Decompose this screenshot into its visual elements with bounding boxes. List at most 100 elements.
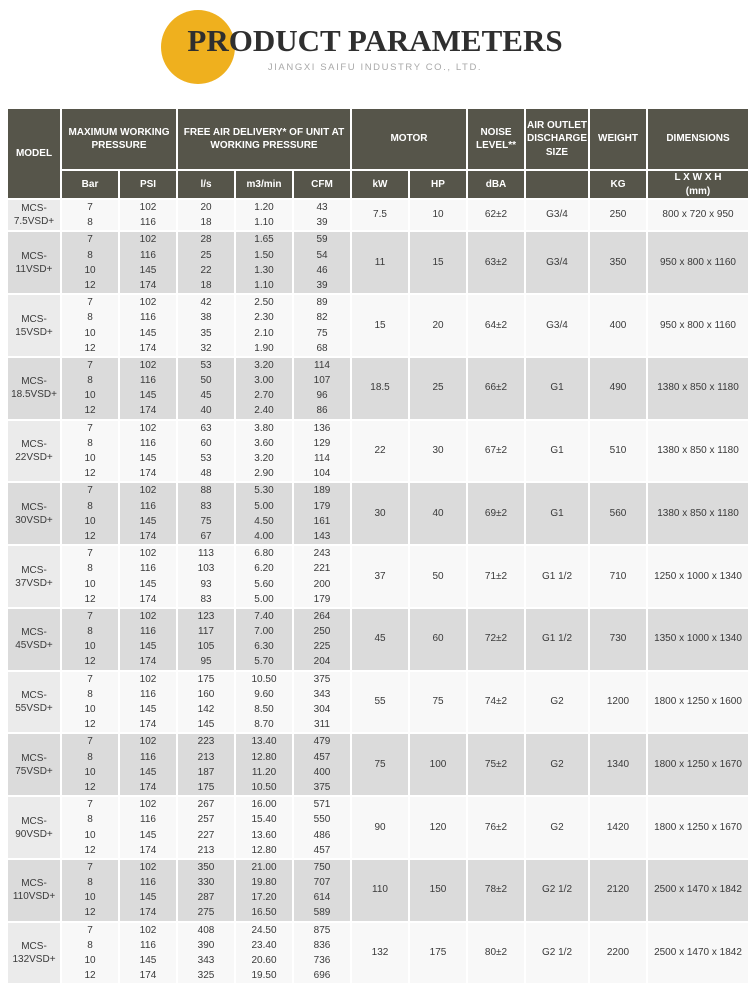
kg-cell: 1340 bbox=[590, 734, 646, 796]
dba-cell: 67±2 bbox=[468, 420, 524, 482]
bar-values: 7 8 10 12 bbox=[62, 734, 118, 796]
unit-psi: PSI bbox=[120, 171, 176, 198]
m3min-values: 7.40 7.00 6.30 5.70 bbox=[236, 608, 292, 670]
col-header-noise-level: NOISE LEVEL** bbox=[468, 109, 524, 169]
dba-cell: 80±2 bbox=[468, 922, 524, 984]
model-cell: MCS- 37VSD+ bbox=[8, 546, 60, 607]
ls-values: 42 38 35 32 bbox=[178, 295, 234, 356]
model-cell: MCS- 30VSD+ bbox=[8, 483, 60, 545]
dba-cell: 66±2 bbox=[468, 357, 524, 419]
table-row: MCS- 55VSD+ 7 8 10 12 102 116 145 174 175 160 142 145… bbox=[8, 671, 748, 733]
unit-kw: kW bbox=[352, 171, 408, 198]
unit-dba: dBA bbox=[468, 171, 524, 198]
kw-cell: 45 bbox=[352, 608, 408, 670]
dim-cell: 1380 x 850 x 1180 bbox=[648, 357, 748, 419]
m3min-values: 13.40 12.80 11.20 10.50 bbox=[236, 734, 292, 796]
table-body: MCS- 7.5VSD+ 7 8 102 116 20 18 1.20 1.10 43 39 7.5 10… bbox=[8, 200, 748, 984]
psi-values: 102 116 145 174 bbox=[120, 671, 176, 733]
dim-cell: 1350 x 1000 x 1340 bbox=[648, 608, 748, 670]
bar-values: 7 8 10 12 bbox=[62, 797, 118, 858]
cfm-values: 479 457 400 375 bbox=[294, 734, 350, 796]
cfm-values: 264 250 225 204 bbox=[294, 608, 350, 670]
m3min-values: 2.50 2.30 2.10 1.90 bbox=[236, 295, 292, 356]
cfm-values: 375 343 304 311 bbox=[294, 671, 350, 733]
m3min-values: 16.00 15.40 13.60 12.80 bbox=[236, 797, 292, 858]
unit-kg: KG bbox=[590, 171, 646, 198]
dim-cell: 1800 x 1250 x 1670 bbox=[648, 797, 748, 858]
kg-cell: 510 bbox=[590, 420, 646, 482]
kg-cell: 710 bbox=[590, 546, 646, 607]
hp-cell: 150 bbox=[410, 859, 466, 921]
col-header-motor: MOTOR bbox=[352, 109, 466, 169]
outlet-cell: G2 1/2 bbox=[526, 922, 588, 984]
kw-cell: 11 bbox=[352, 232, 408, 294]
table-row: MCS- 11VSD+ 7 8 10 12 102 116 145 174 28 25 22 18 1.65… bbox=[8, 232, 748, 294]
psi-values: 102 116 145 174 bbox=[120, 483, 176, 545]
outlet-cell: G2 1/2 bbox=[526, 859, 588, 921]
ls-values: 408 390 343 325 bbox=[178, 922, 234, 984]
model-cell: MCS- 18.5VSD+ bbox=[8, 357, 60, 419]
table-row: MCS- 110VSD+ 7 8 10 12 102 116 145 174 350 330 287 27… bbox=[8, 859, 748, 921]
hp-cell: 15 bbox=[410, 232, 466, 294]
kw-cell: 18.5 bbox=[352, 357, 408, 419]
dim-cell: 950 x 800 x 1160 bbox=[648, 295, 748, 356]
table-row: MCS- 18.5VSD+ 7 8 10 12 102 116 145 174 53 50 45 40 3.… bbox=[8, 357, 748, 419]
ls-values: 53 50 45 40 bbox=[178, 357, 234, 419]
outlet-cell: G3/4 bbox=[526, 200, 588, 231]
bar-values: 7 8 10 12 bbox=[62, 546, 118, 607]
hp-cell: 60 bbox=[410, 608, 466, 670]
kw-cell: 30 bbox=[352, 483, 408, 545]
psi-values: 102 116 145 174 bbox=[120, 859, 176, 921]
table-row: MCS- 90VSD+ 7 8 10 12 102 116 145 174 267 257 227 213… bbox=[8, 797, 748, 858]
col-header-air-outlet: AIR OUTLET DISCHARGE SIZE bbox=[526, 109, 588, 169]
cfm-values: 243 221 200 179 bbox=[294, 546, 350, 607]
hp-cell: 175 bbox=[410, 922, 466, 984]
ls-values: 123 117 105 95 bbox=[178, 608, 234, 670]
outlet-cell: G2 bbox=[526, 797, 588, 858]
unit-cfm: CFM bbox=[294, 171, 350, 198]
dim-cell: 1800 x 1250 x 1670 bbox=[648, 734, 748, 796]
outlet-cell: G2 bbox=[526, 734, 588, 796]
kg-cell: 1200 bbox=[590, 671, 646, 733]
m3min-values: 3.20 3.00 2.70 2.40 bbox=[236, 357, 292, 419]
ls-values: 20 18 bbox=[178, 200, 234, 231]
dba-cell: 62±2 bbox=[468, 200, 524, 231]
kw-cell: 75 bbox=[352, 734, 408, 796]
psi-values: 102 116 145 174 bbox=[120, 608, 176, 670]
dba-cell: 69±2 bbox=[468, 483, 524, 545]
model-cell: MCS- 15VSD+ bbox=[8, 295, 60, 356]
model-cell: MCS- 55VSD+ bbox=[8, 671, 60, 733]
m3min-values: 10.50 9.60 8.50 8.70 bbox=[236, 671, 292, 733]
table-row: MCS- 15VSD+ 7 8 10 12 102 116 145 174 42 38 35 32 2.50… bbox=[8, 295, 748, 356]
ls-values: 350 330 287 275 bbox=[178, 859, 234, 921]
kg-cell: 350 bbox=[590, 232, 646, 294]
outlet-cell: G1 1/2 bbox=[526, 608, 588, 670]
col-header-dimensions: DIMENSIONS bbox=[648, 109, 748, 169]
ls-values: 223 213 187 175 bbox=[178, 734, 234, 796]
dba-cell: 78±2 bbox=[468, 859, 524, 921]
ls-values: 88 83 75 67 bbox=[178, 483, 234, 545]
kw-cell: 37 bbox=[352, 546, 408, 607]
brand-accent-circle bbox=[161, 10, 236, 84]
bar-values: 7 8 10 12 bbox=[62, 295, 118, 356]
cfm-values: 189 179 161 143 bbox=[294, 483, 350, 545]
ls-values: 28 25 22 18 bbox=[178, 232, 234, 294]
cfm-values: 136 129 114 104 bbox=[294, 420, 350, 482]
cfm-values: 89 82 75 68 bbox=[294, 295, 350, 356]
kg-cell: 730 bbox=[590, 608, 646, 670]
table-row: MCS- 45VSD+ 7 8 10 12 102 116 145 174 123 117 105 95 7… bbox=[8, 608, 748, 670]
dba-cell: 64±2 bbox=[468, 295, 524, 356]
model-cell: MCS- 75VSD+ bbox=[8, 734, 60, 796]
table-row: MCS- 132VSD+ 7 8 10 12 102 116 145 174 408 390 343 32… bbox=[8, 922, 748, 984]
psi-values: 102 116 145 174 bbox=[120, 734, 176, 796]
model-cell: MCS- 45VSD+ bbox=[8, 608, 60, 670]
kg-cell: 2120 bbox=[590, 859, 646, 921]
unit-hp: HP bbox=[410, 171, 466, 198]
table-row: MCS- 7.5VSD+ 7 8 102 116 20 18 1.20 1.10 43 39 7.5 10… bbox=[8, 200, 748, 231]
kw-cell: 15 bbox=[352, 295, 408, 356]
col-header-max-working-pressure: MAXIMUM WORKING PRESSURE bbox=[62, 109, 176, 169]
dim-cell: 2500 x 1470 x 1842 bbox=[648, 922, 748, 984]
ls-values: 63 60 53 48 bbox=[178, 420, 234, 482]
outlet-cell: G2 bbox=[526, 671, 588, 733]
outlet-cell: G1 1/2 bbox=[526, 546, 588, 607]
